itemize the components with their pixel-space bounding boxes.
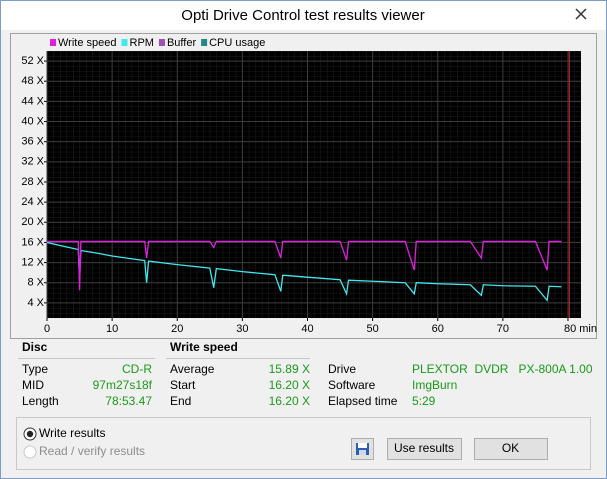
x-tick-label: 60 <box>432 323 444 335</box>
field-value: 15.89 X <box>269 362 310 376</box>
y-tick-label: 4 X <box>27 297 44 309</box>
field-value: 5:29 <box>412 394 436 408</box>
y-tick-label: 24 X <box>21 196 44 208</box>
field-value: 78:53.47 <box>105 394 152 408</box>
x-tick-label: 80 min <box>564 323 597 335</box>
field-label: Software <box>328 378 376 392</box>
series-line <box>46 241 562 302</box>
section-heading: Write speed <box>170 340 238 354</box>
field-label: Start <box>170 378 196 392</box>
field-label: MID <box>22 378 44 392</box>
field-value: 97m27s18f <box>93 378 153 392</box>
legend-label: CPU usage <box>209 37 265 49</box>
radio-label: Read / verify results <box>39 444 145 458</box>
field-label: Drive <box>328 362 356 376</box>
y-tick-label: 28 X <box>21 176 44 188</box>
title-bar <box>1 1 606 30</box>
button-label[interactable]: Use results <box>394 441 454 455</box>
field-value: 16.20 X <box>269 378 310 392</box>
field-value: PLEXTOR DVDR PX-800A 1.00 <box>412 362 593 376</box>
x-tick-label: 50 <box>366 323 378 335</box>
save-button[interactable] <box>351 438 374 460</box>
legend-swatch <box>50 39 56 46</box>
radio-label[interactable]: Write results <box>39 426 105 440</box>
legend-label: Write speed <box>58 37 117 49</box>
field-label: Length <box>22 394 59 408</box>
x-tick-label: 10 <box>106 323 118 335</box>
button[interactable] <box>474 438 548 460</box>
legend-label: Buffer <box>167 37 196 49</box>
buttons: Use results OK <box>387 438 548 460</box>
field-label: Average <box>170 362 215 376</box>
y-tick-label: 20 X <box>21 216 44 228</box>
x-tick-label: 40 <box>301 323 313 335</box>
field-label: Elapsed time <box>328 394 398 408</box>
x-tick-label: 20 <box>171 323 183 335</box>
legend-swatch <box>158 39 165 46</box>
button[interactable] <box>387 438 462 460</box>
section-heading: Disc <box>22 340 48 354</box>
series-line <box>47 240 562 291</box>
y-tick-label: 52 X <box>21 55 44 67</box>
legend-swatch <box>121 39 128 46</box>
x-tick-label: 30 <box>236 323 248 335</box>
y-tick-label: 40 X <box>21 115 44 127</box>
y-tick-label: 48 X <box>21 75 44 87</box>
close-button[interactable] <box>566 5 596 23</box>
field-value: ImgBurn <box>412 378 457 392</box>
y-tick-label: 36 X <box>21 136 44 148</box>
window-title: Opti Drive Control test results viewer <box>181 7 424 24</box>
radio-dot <box>26 430 34 438</box>
y-tick-label: 44 X <box>21 95 44 107</box>
field-label: Type <box>22 362 48 376</box>
y-tick-label: 12 X <box>21 256 44 268</box>
x-tick-label: 70 <box>497 323 509 335</box>
button-label[interactable]: OK <box>502 441 519 455</box>
y-tick-label: 16 X <box>21 236 44 248</box>
legend-label: RPM <box>130 37 154 49</box>
field-value: CD-R <box>122 362 152 376</box>
info-panel: Disc Write speed Type CD-R MID 97m27s18f Lengt… <box>22 340 593 408</box>
x-tick-label: 0 <box>44 323 50 335</box>
options: Write results Read / verify results <box>23 426 145 459</box>
field-label: End <box>170 394 191 408</box>
minor-grid <box>47 51 581 318</box>
y-tick-label: 8 X <box>27 277 44 289</box>
legend-swatch <box>201 39 208 46</box>
radio-button <box>23 445 37 459</box>
chart: 4 X 8 X 12 X 16 X 20 X 24 X 28 X 32 X 36 X 40 X 44… <box>21 37 597 335</box>
field-value: 16.20 X <box>269 394 310 408</box>
y-tick-label: 32 X <box>21 156 44 168</box>
options-group <box>16 417 591 470</box>
